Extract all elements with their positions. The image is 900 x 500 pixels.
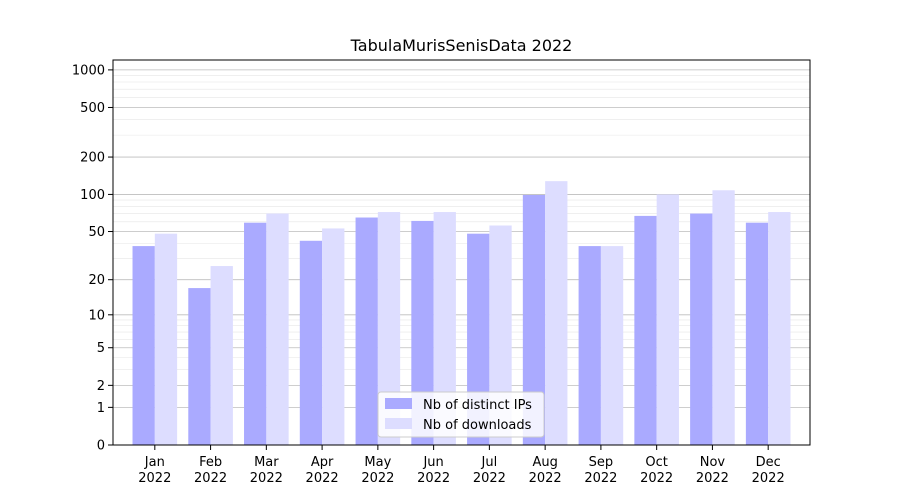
x-tick-label: Nov 2022: [696, 455, 729, 486]
y-tick-label: 500: [80, 101, 105, 116]
chart-title: TabulaMurisSenisData 2022: [350, 36, 573, 55]
x-tick-label: Aug 2022: [529, 455, 562, 486]
x-tick-label: Mar 2022: [250, 455, 283, 486]
bar: [188, 288, 211, 445]
legend-label: Nb of downloads: [423, 418, 532, 433]
x-tick-label: May 2022: [361, 455, 394, 486]
bar: [210, 266, 233, 445]
bar: [712, 190, 735, 445]
bar: [377, 212, 401, 445]
y-tick-label: 1: [97, 401, 105, 416]
bar: [355, 217, 378, 445]
legend: Nb of distinct IPs Nb of downloads: [377, 391, 545, 438]
y-tick-label: 2: [97, 379, 105, 394]
bar: [411, 220, 434, 445]
legend-label: Nb of distinct IPs: [423, 398, 532, 413]
bar: [244, 222, 267, 445]
bar: [690, 213, 713, 445]
bar: [545, 181, 568, 445]
y-tick-label: 0: [97, 439, 105, 454]
y-tick-label: 50: [88, 225, 105, 240]
bar: [634, 215, 657, 445]
y-tick-label: 100: [80, 188, 105, 203]
axes-frame: [112, 59, 811, 446]
y-tick-label: 20: [88, 273, 105, 288]
legend-swatch: [385, 398, 412, 409]
bar: [768, 212, 791, 445]
bar: [132, 246, 155, 445]
bar: [578, 246, 601, 445]
y-tick-label: 200: [80, 151, 105, 166]
legend-box: [377, 391, 545, 438]
bar: [299, 240, 323, 445]
y-axis-ticks: 0 1 2 5 10 20 50 100 200 500 1000: [72, 63, 113, 454]
x-axis-ticks: Jan 2022 Feb 2022 Mar 2022 Apr 2022 May 2022 Jun 20…: [138, 445, 785, 486]
bar: [154, 233, 178, 445]
x-tick-label: Oct 2022: [640, 455, 673, 486]
y-tick-label: 10: [88, 308, 105, 323]
y-tick-label: 1000: [72, 63, 105, 78]
x-tick-label: Feb 2022: [194, 455, 227, 486]
x-tick-label: Jun 2022: [417, 455, 450, 486]
x-tick-label: Jul 2022: [473, 455, 506, 486]
bar: [656, 194, 679, 445]
x-tick-label: Apr 2022: [306, 455, 339, 486]
bar: [600, 246, 624, 445]
bar: [489, 225, 512, 445]
bar: [322, 228, 345, 445]
y-tick-label: 5: [97, 341, 105, 356]
x-tick-label: Jan 2022: [138, 455, 171, 486]
bar: [522, 194, 546, 445]
bar: [745, 222, 769, 445]
bar: [266, 213, 289, 445]
bar: [433, 212, 456, 445]
x-tick-label: Sep 2022: [584, 455, 617, 486]
legend-swatch: [385, 418, 412, 429]
x-tick-label: Dec 2022: [752, 455, 785, 486]
